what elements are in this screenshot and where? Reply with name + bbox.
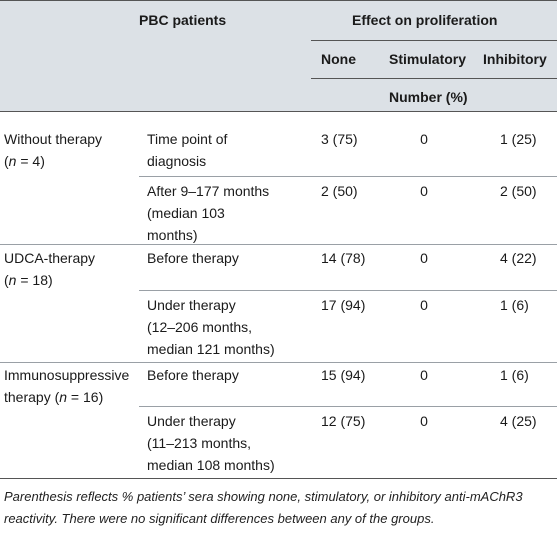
group-n: (n = 18) bbox=[4, 272, 53, 288]
row-time-line: (12–206 months, bbox=[147, 319, 253, 335]
row-time-line: months) bbox=[147, 227, 198, 243]
header-bottom-rule bbox=[0, 111, 557, 112]
cell-none: 14 (78) bbox=[321, 250, 366, 266]
row-time-line: median 108 months) bbox=[147, 457, 275, 473]
cell-none: 3 (75) bbox=[321, 131, 358, 147]
row-divider bbox=[139, 176, 557, 177]
cell-stimulatory: 0 bbox=[420, 131, 428, 147]
header-number-percent: Number (%) bbox=[389, 89, 468, 105]
cell-inhibitory: 1 (6) bbox=[500, 297, 529, 313]
row-time-line: median 121 months) bbox=[147, 341, 275, 357]
row-time-line: Time point of bbox=[147, 131, 228, 147]
cell-stimulatory: 0 bbox=[420, 297, 428, 313]
row-time-line: (median 103 bbox=[147, 205, 225, 221]
row-time-line: (11–213 months, bbox=[147, 435, 252, 451]
table-footnote: Parenthesis reflects % patients’ sera sh… bbox=[4, 489, 523, 526]
cell-none: 12 (75) bbox=[321, 413, 366, 429]
cell-stimulatory: 0 bbox=[420, 367, 428, 383]
table-header bbox=[0, 0, 557, 111]
cell-stimulatory: 0 bbox=[420, 413, 428, 429]
row-time-line: diagnosis bbox=[147, 153, 207, 169]
cell-stimulatory: 0 bbox=[420, 183, 428, 199]
cell-stimulatory: 0 bbox=[420, 250, 428, 266]
row-time-line: Under therapy bbox=[147, 297, 236, 313]
group-divider bbox=[0, 362, 557, 363]
header-effect-on-proliferation: Effect on proliferation bbox=[352, 12, 498, 28]
row-time-line: Before therapy bbox=[147, 250, 239, 266]
cell-none: 2 (50) bbox=[321, 183, 358, 199]
row-time-line: After 9–177 months bbox=[147, 183, 270, 199]
header-pbc-patients: PBC patients bbox=[139, 12, 227, 28]
group-n: therapy (n = 16) bbox=[4, 389, 104, 405]
row-divider bbox=[139, 406, 557, 407]
effect-underline bbox=[311, 40, 557, 41]
row-divider bbox=[139, 290, 557, 291]
row-time-line: Before therapy bbox=[147, 367, 239, 383]
group-name: Immunosuppressive bbox=[4, 367, 130, 383]
cell-inhibitory: 1 (25) bbox=[500, 131, 537, 147]
group-name: Without therapy bbox=[4, 131, 103, 147]
group-n: (n = 4) bbox=[4, 153, 45, 169]
header-col-none: None bbox=[321, 51, 356, 67]
row-time-line: Under therapy bbox=[147, 413, 236, 429]
cell-inhibitory: 2 (50) bbox=[500, 183, 537, 199]
group-name: UDCA-therapy bbox=[4, 250, 96, 266]
cell-inhibitory: 4 (25) bbox=[500, 413, 537, 429]
header-col-inhibitory: Inhibitory bbox=[483, 51, 547, 67]
bottom-rule bbox=[0, 478, 557, 479]
cell-none: 17 (94) bbox=[321, 297, 366, 313]
number-overline bbox=[311, 78, 557, 79]
cell-inhibitory: 4 (22) bbox=[500, 250, 537, 266]
cell-none: 15 (94) bbox=[321, 367, 366, 383]
cell-inhibitory: 1 (6) bbox=[500, 367, 529, 383]
top-rule bbox=[0, 0, 557, 1]
header-col-stimulatory: Stimulatory bbox=[389, 51, 467, 67]
group-divider bbox=[0, 244, 557, 245]
